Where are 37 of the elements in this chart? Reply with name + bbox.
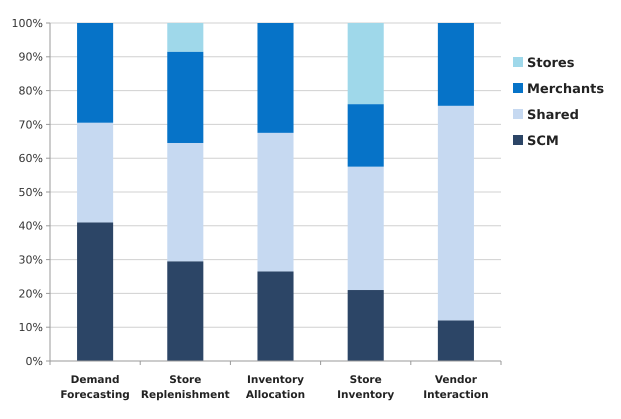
legend-label: Shared — [527, 108, 579, 123]
bar — [438, 320, 474, 361]
legend-label: Stores — [527, 56, 575, 71]
bar — [348, 104, 384, 167]
bar — [77, 222, 114, 361]
legend-label: SCM — [527, 134, 559, 149]
bar — [438, 23, 474, 106]
y-tick-label: 80% — [18, 84, 43, 98]
legend-label: Merchants — [527, 82, 604, 97]
x-tick-label: Inventory Allocation — [246, 374, 306, 401]
x-tick-label: Store Inventory — [337, 374, 394, 401]
bar — [167, 142, 204, 262]
bar — [257, 132, 294, 272]
bar — [77, 122, 114, 222]
bar — [348, 290, 384, 361]
bar — [77, 23, 114, 123]
bar — [438, 106, 474, 320]
bar — [167, 261, 204, 361]
x-tick-label: Store Replenishment — [140, 374, 230, 401]
y-tick-label: 20% — [18, 287, 43, 300]
y-tick-label: 10% — [18, 321, 43, 334]
y-tick-label: 0% — [26, 354, 43, 368]
x-tick-label: Vendor Interaction — [423, 374, 489, 401]
y-tick-label: 70% — [18, 118, 43, 132]
y-tick-label: 90% — [18, 50, 43, 64]
y-tick-label: 30% — [18, 253, 43, 266]
bar — [348, 166, 384, 290]
y-tick-label: 100% — [12, 16, 43, 30]
bar — [257, 271, 294, 361]
y-tick-label: 60% — [18, 152, 43, 166]
bar — [167, 23, 204, 52]
y-tick-label: 50% — [18, 186, 43, 199]
bar — [257, 23, 294, 133]
bar — [348, 23, 384, 104]
y-tick-label: 40% — [18, 220, 43, 233]
bar — [167, 52, 204, 143]
x-tick-label: Demand Forecasting — [60, 374, 130, 401]
